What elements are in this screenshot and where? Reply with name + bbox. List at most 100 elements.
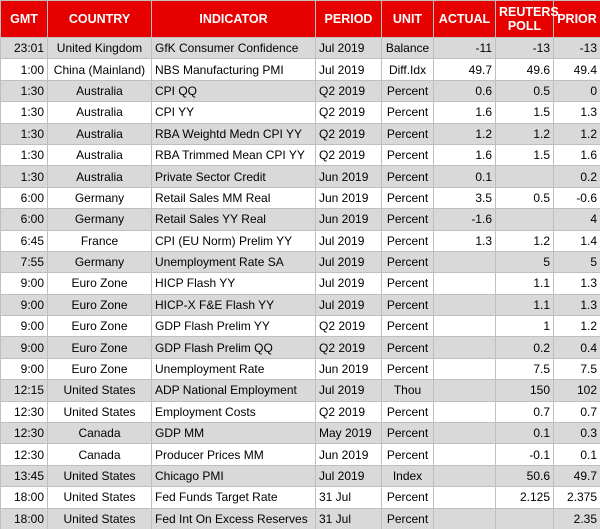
indicator-cell: GDP MM xyxy=(151,422,316,445)
table-row: 9:00 Euro Zone HICP-X F&E Flash YY Jul 2019… xyxy=(0,293,600,317)
table-row: 18:00 United States Fed Int On Excess Rese… xyxy=(0,507,600,529)
header-cell: GMT xyxy=(0,0,48,38)
gmt-cell: 18:00 xyxy=(0,486,48,509)
poll-cell: 1.5 xyxy=(495,101,554,124)
country-cell: United States xyxy=(47,464,152,488)
poll-cell: 2.125 xyxy=(495,486,554,509)
country-cell: Euro Zone xyxy=(47,315,152,338)
gmt-cell: 1:30 xyxy=(0,101,48,124)
country-cell: Australia xyxy=(47,165,152,188)
poll-cell: 1.2 xyxy=(495,122,554,145)
table-row: 6:00 Germany Retail Sales MM Real Jun 2019 P… xyxy=(0,186,600,210)
indicator-cell: CPI QQ xyxy=(151,79,316,103)
poll-cell: 5 xyxy=(495,250,554,274)
poll-cell: 150 xyxy=(495,379,554,402)
table-row: 12:15 United States ADP National Employmen… xyxy=(0,379,600,402)
poll-cell: 1.5 xyxy=(495,143,554,167)
indicator-cell: Chicago PMI xyxy=(151,464,316,488)
table-row: 1:30 Australia RBA Trimmed Mean CPI YY Q2 2… xyxy=(0,143,600,167)
actual-cell xyxy=(433,357,496,381)
table-row: 9:00 Euro Zone GDP Flash Prelim YY Q2 2019 P… xyxy=(0,315,600,338)
actual-cell xyxy=(433,293,496,317)
prior-cell: 5 xyxy=(553,250,600,274)
period-cell: Jul 2019 xyxy=(315,272,382,295)
indicator-cell: GfK Consumer Confidence xyxy=(151,36,316,60)
prior-cell: 4 xyxy=(553,208,600,231)
poll-cell: 1 xyxy=(495,315,554,338)
unit-cell: Percent xyxy=(381,315,434,338)
period-cell: Q2 2019 xyxy=(315,143,382,167)
unit-cell: Percent xyxy=(381,443,434,466)
indicator-cell: Unemployment Rate xyxy=(151,357,316,381)
period-cell: May 2019 xyxy=(315,422,382,445)
country-cell: Australia xyxy=(47,101,152,124)
unit-cell: Percent xyxy=(381,101,434,124)
period-cell: Q2 2019 xyxy=(315,122,382,145)
period-cell: Jul 2019 xyxy=(315,229,382,252)
poll-cell xyxy=(495,507,554,529)
table-row: 1:30 Australia RBA Weightd Medn CPI YY Q2 2… xyxy=(0,122,600,145)
period-cell: Jun 2019 xyxy=(315,208,382,231)
period-cell: 31 Jul xyxy=(315,486,382,509)
period-cell: Jul 2019 xyxy=(315,464,382,488)
poll-cell: 0.1 xyxy=(495,422,554,445)
prior-cell: 1.3 xyxy=(553,293,600,317)
unit-cell: Percent xyxy=(381,486,434,509)
prior-cell: 102 xyxy=(553,379,600,402)
actual-cell xyxy=(433,336,496,359)
table-row: 9:00 Euro Zone HICP Flash YY Jul 2019 Percen… xyxy=(0,272,600,295)
country-cell: Australia xyxy=(47,79,152,103)
prior-cell: 1.3 xyxy=(553,272,600,295)
poll-cell: 1.1 xyxy=(495,293,554,317)
poll-cell: 7.5 xyxy=(495,357,554,381)
prior-cell: 1.2 xyxy=(553,315,600,338)
poll-cell: 0.5 xyxy=(495,79,554,103)
actual-cell xyxy=(433,379,496,402)
table-row: 12:30 United States Employment Costs Q2 201… xyxy=(0,400,600,424)
period-cell: Jul 2019 xyxy=(315,36,382,60)
country-cell: Australia xyxy=(47,122,152,145)
country-cell: Germany xyxy=(47,250,152,274)
header-cell: PERIOD xyxy=(315,0,382,38)
table-row: 12:30 Canada GDP MM May 2019 Percent 0.1 0.3 xyxy=(0,422,600,445)
period-cell: Q2 2019 xyxy=(315,101,382,124)
prior-cell: -13 xyxy=(553,36,600,60)
indicator-cell: ADP National Employment xyxy=(151,379,316,402)
gmt-cell: 12:30 xyxy=(0,400,48,424)
actual-cell: 1.6 xyxy=(433,143,496,167)
unit-cell: Percent xyxy=(381,400,434,424)
period-cell: Jul 2019 xyxy=(315,250,382,274)
poll-cell: 1.2 xyxy=(495,229,554,252)
indicator-cell: RBA Weightd Medn CPI YY xyxy=(151,122,316,145)
indicator-cell: Retail Sales YY Real xyxy=(151,208,316,231)
unit-cell: Percent xyxy=(381,165,434,188)
gmt-cell: 6:45 xyxy=(0,229,48,252)
period-cell: Jul 2019 xyxy=(315,293,382,317)
poll-cell: -0.1 xyxy=(495,443,554,466)
period-cell: 31 Jul xyxy=(315,507,382,529)
actual-cell xyxy=(433,486,496,509)
prior-cell: 1.2 xyxy=(553,122,600,145)
prior-cell: -0.6 xyxy=(553,186,600,210)
country-cell: United States xyxy=(47,507,152,529)
prior-cell: 0.4 xyxy=(553,336,600,359)
actual-cell: 49.7 xyxy=(433,58,496,81)
country-cell: Canada xyxy=(47,422,152,445)
indicator-cell: Unemployment Rate SA xyxy=(151,250,316,274)
indicator-cell: NBS Manufacturing PMI xyxy=(151,58,316,81)
country-cell: Euro Zone xyxy=(47,293,152,317)
country-cell: Euro Zone xyxy=(47,357,152,381)
gmt-cell: 1:30 xyxy=(0,165,48,188)
period-cell: Jun 2019 xyxy=(315,443,382,466)
prior-cell: 2.375 xyxy=(553,486,600,509)
table-row: 7:55 Germany Unemployment Rate SA Jul 2019 P… xyxy=(0,250,600,274)
indicator-cell: GDP Flash Prelim YY xyxy=(151,315,316,338)
actual-cell xyxy=(433,422,496,445)
country-cell: United States xyxy=(47,400,152,424)
gmt-cell: 9:00 xyxy=(0,272,48,295)
gmt-cell: 1:00 xyxy=(0,58,48,81)
unit-cell: Percent xyxy=(381,272,434,295)
country-cell: United Kingdom xyxy=(47,36,152,60)
actual-cell: 0.1 xyxy=(433,165,496,188)
unit-cell: Percent xyxy=(381,186,434,210)
